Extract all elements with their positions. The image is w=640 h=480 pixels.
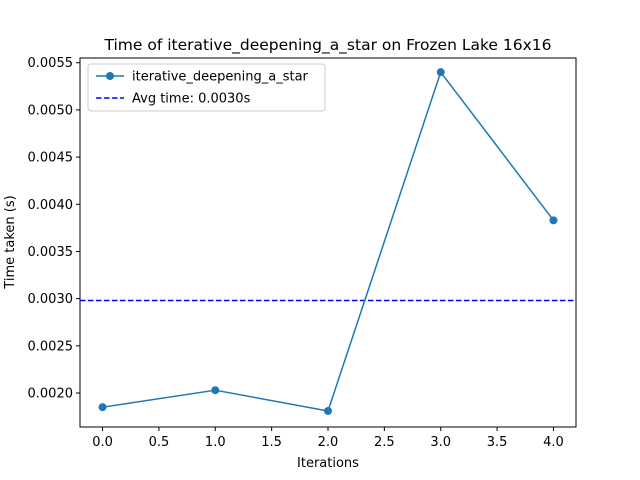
x-tick-label: 3.5 bbox=[487, 435, 508, 450]
legend-box bbox=[87, 63, 326, 112]
data-point bbox=[324, 406, 332, 415]
legend: iterative_deepening_a_star Avg time: 0.0… bbox=[87, 63, 326, 112]
y-tick-label: 0.0025 bbox=[28, 339, 74, 354]
x-tick-label: 4.0 bbox=[543, 435, 564, 450]
x-tick-label: 3.0 bbox=[430, 435, 451, 450]
y-tick-label: 0.0050 bbox=[28, 103, 74, 118]
plot-area bbox=[79, 57, 577, 428]
x-tick-label: 1.5 bbox=[261, 435, 282, 450]
y-tick-label: 0.0045 bbox=[28, 151, 74, 166]
data-point bbox=[98, 403, 107, 412]
y-tick-label: 0.0055 bbox=[28, 56, 74, 71]
x-tick-label: 0.5 bbox=[149, 435, 170, 450]
data-point bbox=[549, 216, 558, 225]
y-axis-label: Time taken (s) bbox=[3, 195, 18, 289]
x-axis: 0.0 0.5 1.0 1.5 2.0 2.5 3.0 3.5 4.0 bbox=[92, 427, 564, 450]
y-tick-label: 0.0020 bbox=[28, 387, 74, 402]
x-tick-label: 0.0 bbox=[92, 435, 113, 450]
series-line bbox=[102, 71, 555, 412]
y-tick-label: 0.0030 bbox=[28, 292, 74, 307]
x-tick-label: 1.0 bbox=[205, 435, 226, 450]
y-tick-label: 0.0035 bbox=[28, 245, 74, 260]
y-axis: 0.0020 0.0025 0.0030 0.0035 0.0040 0.0045 0.00… bbox=[28, 56, 80, 402]
data-point bbox=[211, 386, 220, 395]
series-layer bbox=[98, 68, 558, 415]
legend-avg-label: Avg time: 0.0030s bbox=[132, 92, 251, 107]
y-tick-label: 0.0040 bbox=[28, 198, 74, 213]
legend-series-label: iterative_deepening_a_star bbox=[132, 70, 309, 85]
legend-series-marker bbox=[106, 72, 114, 80]
x-axis-label: Iterations bbox=[297, 456, 359, 471]
x-tick-label: 2.0 bbox=[318, 435, 339, 450]
x-tick-label: 2.5 bbox=[374, 435, 395, 450]
chart-title: Time of iterative_deepening_a_star on Fr… bbox=[104, 36, 552, 55]
data-point bbox=[436, 68, 445, 77]
